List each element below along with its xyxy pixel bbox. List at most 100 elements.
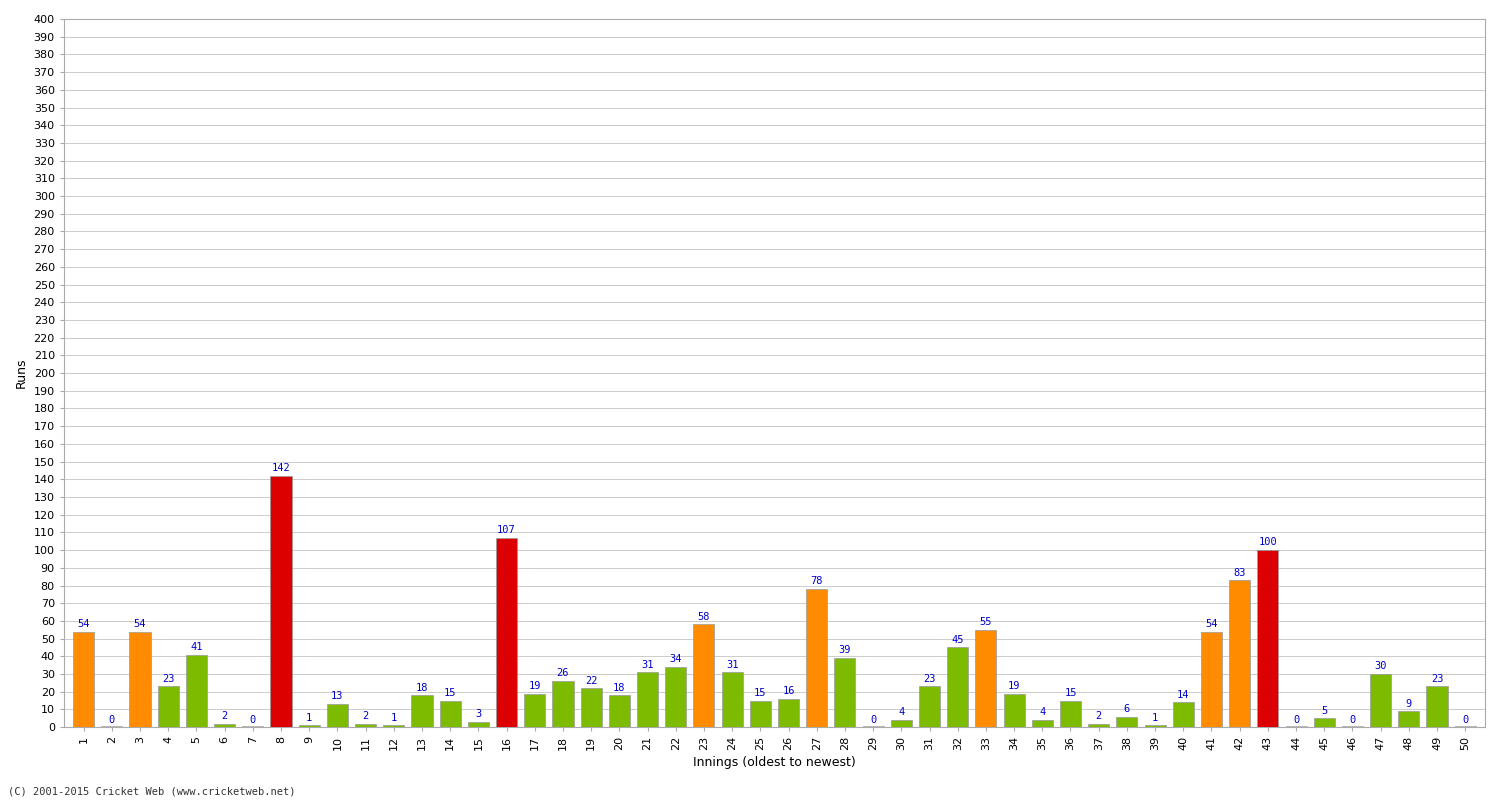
- Bar: [946, 647, 969, 727]
- Bar: [186, 654, 207, 727]
- Text: 13: 13: [332, 691, 344, 702]
- Text: 19: 19: [1008, 681, 1020, 691]
- Text: 41: 41: [190, 642, 202, 652]
- Text: 54: 54: [1204, 619, 1218, 629]
- Bar: [891, 720, 912, 727]
- Bar: [468, 722, 489, 727]
- Text: 0: 0: [249, 714, 256, 725]
- Bar: [74, 631, 94, 727]
- Text: 2: 2: [363, 711, 369, 721]
- Text: 0: 0: [108, 714, 116, 725]
- Bar: [298, 726, 320, 727]
- Bar: [1426, 686, 1448, 727]
- Text: 22: 22: [585, 675, 597, 686]
- Bar: [975, 630, 996, 727]
- Text: 58: 58: [698, 612, 709, 622]
- Bar: [524, 694, 546, 727]
- Text: 31: 31: [642, 660, 654, 670]
- Bar: [1060, 701, 1082, 727]
- Bar: [664, 667, 687, 727]
- Bar: [862, 726, 883, 727]
- Bar: [411, 695, 432, 727]
- Bar: [1173, 702, 1194, 727]
- Bar: [496, 538, 517, 727]
- Bar: [1116, 717, 1137, 727]
- Text: 18: 18: [614, 682, 626, 693]
- Bar: [382, 726, 405, 727]
- Text: 83: 83: [1233, 567, 1246, 578]
- Text: 142: 142: [272, 463, 291, 473]
- Text: 78: 78: [810, 577, 824, 586]
- Y-axis label: Runs: Runs: [15, 358, 28, 388]
- Text: 3: 3: [476, 709, 482, 719]
- Bar: [440, 701, 460, 727]
- Text: 15: 15: [754, 688, 766, 698]
- Text: 14: 14: [1178, 690, 1190, 700]
- Bar: [638, 672, 658, 727]
- X-axis label: Innings (oldest to newest): Innings (oldest to newest): [693, 756, 856, 769]
- Bar: [356, 724, 376, 727]
- Bar: [1370, 674, 1390, 727]
- Text: 55: 55: [980, 617, 992, 627]
- Bar: [1342, 726, 1364, 727]
- Text: 0: 0: [870, 714, 876, 725]
- Bar: [129, 631, 150, 727]
- Text: 1: 1: [1152, 713, 1158, 722]
- Text: 2: 2: [1095, 711, 1102, 721]
- Bar: [1286, 726, 1306, 727]
- Bar: [693, 625, 714, 727]
- Text: 15: 15: [1064, 688, 1077, 698]
- Text: 9: 9: [1406, 698, 1411, 709]
- Bar: [1032, 720, 1053, 727]
- Bar: [920, 686, 940, 727]
- Text: 4: 4: [898, 707, 904, 718]
- Text: 23: 23: [1431, 674, 1443, 684]
- Text: 0: 0: [1293, 714, 1299, 725]
- Bar: [722, 672, 742, 727]
- Text: 18: 18: [416, 682, 428, 693]
- Text: (C) 2001-2015 Cricket Web (www.cricketweb.net): (C) 2001-2015 Cricket Web (www.cricketwe…: [8, 786, 296, 796]
- Bar: [609, 695, 630, 727]
- Bar: [778, 699, 800, 727]
- Bar: [1455, 726, 1476, 727]
- Bar: [580, 688, 602, 727]
- Text: 6: 6: [1124, 704, 1130, 714]
- Text: 54: 54: [134, 619, 146, 629]
- Bar: [242, 726, 264, 727]
- Text: 0: 0: [1462, 714, 1468, 725]
- Bar: [1004, 694, 1025, 727]
- Text: 1: 1: [390, 713, 398, 722]
- Bar: [1088, 724, 1110, 727]
- Bar: [270, 476, 291, 727]
- Text: 23: 23: [924, 674, 936, 684]
- Text: 19: 19: [528, 681, 542, 691]
- Bar: [1398, 711, 1419, 727]
- Text: 54: 54: [78, 619, 90, 629]
- Text: 100: 100: [1258, 538, 1278, 547]
- Text: 107: 107: [496, 525, 516, 535]
- Bar: [158, 686, 178, 727]
- Text: 30: 30: [1374, 662, 1388, 671]
- Bar: [214, 724, 236, 727]
- Bar: [834, 658, 855, 727]
- Text: 2: 2: [222, 711, 228, 721]
- Text: 45: 45: [951, 635, 964, 645]
- Bar: [1144, 726, 1166, 727]
- Text: 39: 39: [839, 646, 850, 655]
- Bar: [1202, 631, 1222, 727]
- Bar: [750, 701, 771, 727]
- Bar: [1228, 580, 1251, 727]
- Text: 23: 23: [162, 674, 174, 684]
- Text: 1: 1: [306, 713, 312, 722]
- Bar: [1314, 718, 1335, 727]
- Text: 26: 26: [556, 669, 568, 678]
- Text: 4: 4: [1040, 707, 1046, 718]
- Text: 5: 5: [1322, 706, 1328, 716]
- Bar: [806, 589, 828, 727]
- Text: 0: 0: [1350, 714, 1356, 725]
- Text: 15: 15: [444, 688, 456, 698]
- Bar: [327, 704, 348, 727]
- Text: 16: 16: [783, 686, 795, 696]
- Text: 31: 31: [726, 660, 738, 670]
- Bar: [100, 726, 123, 727]
